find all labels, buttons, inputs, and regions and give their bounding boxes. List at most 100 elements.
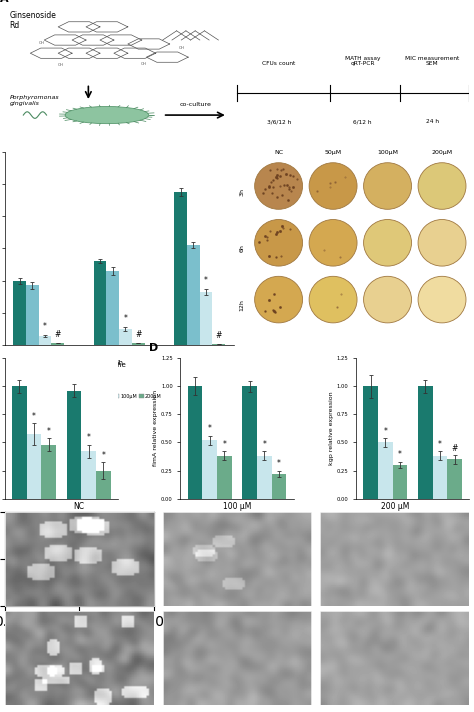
Y-axis label: fimA relative expression: fimA relative expression xyxy=(153,390,158,466)
Bar xyxy=(67,391,82,498)
Ellipse shape xyxy=(255,163,302,209)
Bar xyxy=(392,465,407,498)
Bar xyxy=(212,344,225,345)
Legend: NC, 100μM, 200μM: NC, 100μM, 200μM xyxy=(208,545,266,553)
Title: NC: NC xyxy=(73,502,85,511)
Bar xyxy=(257,456,272,498)
Text: OH: OH xyxy=(57,63,64,68)
Text: 12h: 12h xyxy=(433,515,447,521)
Bar xyxy=(418,387,433,498)
Text: OH: OH xyxy=(141,62,147,66)
Ellipse shape xyxy=(418,276,466,323)
Bar xyxy=(447,459,462,498)
Text: *: * xyxy=(398,450,402,459)
Text: 6h: 6h xyxy=(29,515,38,521)
Bar xyxy=(82,451,96,498)
Bar xyxy=(272,474,286,498)
Text: co-culture: co-culture xyxy=(179,102,211,107)
Ellipse shape xyxy=(364,276,411,323)
Ellipse shape xyxy=(309,219,357,266)
Ellipse shape xyxy=(309,276,357,323)
Bar xyxy=(107,271,119,345)
Text: #: # xyxy=(216,330,222,340)
Text: Ginsenoside
Rd: Ginsenoside Rd xyxy=(9,11,56,31)
Text: #: # xyxy=(451,444,458,453)
Bar xyxy=(96,471,111,498)
Text: 12h: 12h xyxy=(258,515,271,521)
Legend: NC, 100μM, 200μM: NC, 100μM, 200μM xyxy=(383,545,442,553)
Text: CFUs count: CFUs count xyxy=(262,61,295,66)
Text: Porphyromonas
gingivalis: Porphyromonas gingivalis xyxy=(9,95,59,106)
Text: NC: NC xyxy=(274,150,283,155)
Title: 100 μM: 100 μM xyxy=(223,502,251,511)
Title: 200 μM: 200 μM xyxy=(381,502,409,511)
Text: *: * xyxy=(438,440,442,449)
Text: 12h: 12h xyxy=(82,515,95,521)
Text: 100μM: 100μM xyxy=(377,150,398,155)
Ellipse shape xyxy=(418,219,466,266)
Legend: NC, 100μM, 200μM: NC, 100μM, 200μM xyxy=(32,545,91,553)
Bar xyxy=(378,442,392,498)
Text: #: # xyxy=(55,330,61,339)
X-axis label: time: time xyxy=(111,362,127,367)
Bar xyxy=(94,261,107,345)
Text: 6h: 6h xyxy=(205,515,214,521)
Text: OH: OH xyxy=(178,46,184,51)
Ellipse shape xyxy=(418,163,466,209)
Text: *: * xyxy=(383,426,387,436)
Ellipse shape xyxy=(255,276,302,323)
Text: D: D xyxy=(149,342,158,352)
Text: A: A xyxy=(0,0,9,4)
Ellipse shape xyxy=(65,107,149,124)
Bar xyxy=(12,387,27,498)
Text: 6h: 6h xyxy=(381,515,390,521)
Bar xyxy=(202,440,217,498)
Legend: NC, 50μM, 100μM, 200μM: NC, 50μM, 100μM, 200μM xyxy=(74,392,164,401)
Text: *: * xyxy=(124,314,128,323)
Bar xyxy=(13,281,26,345)
Text: 12h: 12h xyxy=(193,360,206,365)
Bar xyxy=(174,192,187,345)
Text: *: * xyxy=(43,322,47,331)
Text: *: * xyxy=(87,434,91,442)
Text: *: * xyxy=(277,459,281,468)
Bar xyxy=(39,336,51,345)
Text: 6h: 6h xyxy=(115,360,124,365)
Text: *: * xyxy=(204,276,208,285)
Text: 50μM: 50μM xyxy=(325,150,342,155)
Bar xyxy=(119,329,132,345)
Text: 6/12 h: 6/12 h xyxy=(353,119,372,124)
Bar xyxy=(41,444,56,498)
Text: 3h: 3h xyxy=(34,360,43,365)
Text: 24 h: 24 h xyxy=(426,119,438,124)
Bar xyxy=(433,456,447,498)
Bar xyxy=(217,456,231,498)
Bar xyxy=(187,245,200,345)
Text: 200μM: 200μM xyxy=(431,150,453,155)
Text: 3h: 3h xyxy=(240,188,245,196)
Text: OH: OH xyxy=(39,41,45,45)
Text: *: * xyxy=(222,440,226,449)
Bar xyxy=(363,387,378,498)
Text: 6h: 6h xyxy=(240,244,245,253)
Bar xyxy=(243,387,257,498)
Y-axis label: kgp relative expression: kgp relative expression xyxy=(329,392,334,465)
Text: *: * xyxy=(46,427,51,436)
Ellipse shape xyxy=(364,219,411,266)
Bar xyxy=(132,343,145,345)
Text: MIC measurement
SEM: MIC measurement SEM xyxy=(405,56,459,66)
Bar xyxy=(51,343,64,345)
Text: 3/6/12 h: 3/6/12 h xyxy=(267,119,291,124)
Ellipse shape xyxy=(309,163,357,209)
Text: 12h: 12h xyxy=(240,299,245,311)
Text: *: * xyxy=(208,424,211,434)
Bar xyxy=(188,387,202,498)
Bar xyxy=(200,292,212,345)
Ellipse shape xyxy=(364,163,411,209)
Bar xyxy=(27,434,41,498)
Bar xyxy=(26,286,39,345)
Text: #: # xyxy=(135,330,141,339)
Text: *: * xyxy=(101,451,105,460)
Text: *: * xyxy=(32,412,36,421)
Ellipse shape xyxy=(255,219,302,266)
